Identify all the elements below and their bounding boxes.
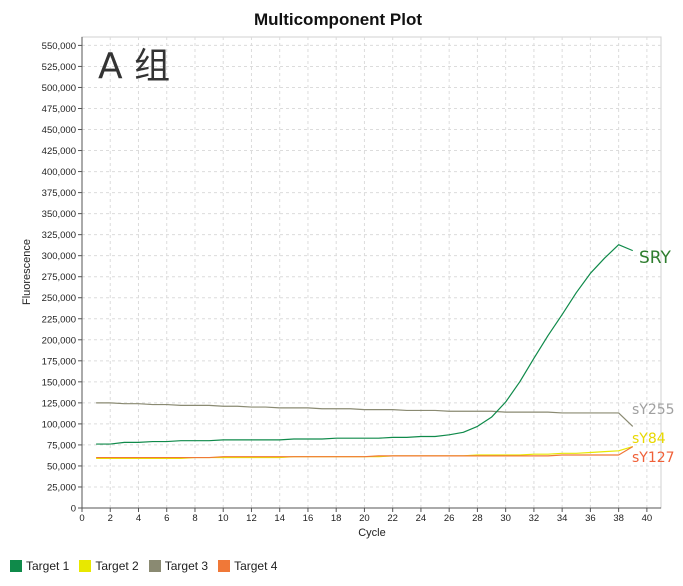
- sy255-label: sY255: [632, 402, 675, 418]
- x-tick-label: 2: [108, 513, 113, 524]
- y-tick-label: 275,000: [42, 272, 76, 283]
- x-tick-label: 36: [585, 513, 596, 524]
- legend: Target 1 Target 2 Target 3 Target 4: [10, 556, 277, 576]
- x-tick-label: 12: [246, 513, 257, 524]
- legend-label: Target 2: [95, 559, 139, 573]
- legend-label: Target 1: [26, 559, 70, 573]
- chart-title: Multicomponent Plot: [254, 10, 422, 29]
- chart-canvas: Multicomponent Plot 0 25,000 50,000 75,000 1…: [21, 10, 675, 539]
- annotations: A 组 SRY sY255 sY84 sY127: [98, 46, 675, 466]
- series-lines: [96, 244, 634, 459]
- y-tick-label: 50,000: [47, 461, 76, 472]
- y-tick-label: 350,000: [42, 209, 76, 220]
- x-tick-label: 10: [218, 513, 229, 524]
- x-axis-title: Cycle: [358, 527, 386, 539]
- legend-swatch: [218, 560, 231, 572]
- x-tick-label: 24: [416, 513, 427, 524]
- legend-item-target-1: Target 1: [10, 559, 69, 573]
- y-tick-label: 325,000: [42, 230, 76, 241]
- y-tick-label: 150,000: [42, 377, 76, 388]
- sry-label: SRY: [639, 248, 672, 268]
- series-line-target-1: [96, 244, 633, 445]
- y-tick-label: 25,000: [47, 482, 76, 493]
- x-tick-label: 4: [136, 513, 141, 524]
- y-tick-label: 500,000: [42, 83, 76, 94]
- x-tick-label: 26: [444, 513, 455, 524]
- x-tick-label: 14: [274, 513, 285, 524]
- plot-area: [81, 36, 662, 509]
- sy84-label: sY84: [632, 431, 666, 447]
- legend-label: Target 3: [164, 559, 209, 573]
- x-tick-label: 38: [613, 513, 624, 524]
- y-tick-label: 100,000: [42, 419, 76, 430]
- x-tick-label: 20: [359, 513, 370, 524]
- x-tick-label: 6: [164, 513, 169, 524]
- x-tick-label: 16: [303, 513, 314, 524]
- y-tick-label: 450,000: [42, 125, 76, 136]
- x-tick-label: 22: [387, 513, 398, 524]
- x-tick-label: 32: [529, 513, 540, 524]
- x-tick-label: 8: [192, 513, 197, 524]
- y-tick-label: 400,000: [42, 167, 76, 178]
- legend-swatch: [10, 560, 22, 572]
- x-tick-label: 30: [500, 513, 511, 524]
- y-tick-label: 525,000: [42, 62, 76, 73]
- y-tick-label: 550,000: [42, 41, 76, 52]
- y-tick-label: 475,000: [42, 104, 76, 115]
- y-axis-title: Fluorescence: [21, 239, 33, 305]
- y-tick-label: 225,000: [42, 314, 76, 325]
- y-tick-label: 175,000: [42, 356, 76, 367]
- y-tick-label: 250,000: [42, 293, 76, 304]
- y-tick-label: 0: [71, 504, 76, 515]
- y-tick-label: 375,000: [42, 188, 76, 199]
- y-tick-label: 200,000: [42, 335, 76, 346]
- sy127-label: sY127: [632, 450, 675, 466]
- axes: 0 25,000 50,000 75,000 100,000 125,000 150,000…: [42, 37, 661, 524]
- legend-item-target-3: Target 3: [148, 559, 209, 573]
- y-tick-label: 300,000: [42, 251, 76, 262]
- legend-swatch: [148, 560, 161, 572]
- y-tick-label: 125,000: [42, 398, 76, 409]
- x-tick-label: 40: [642, 513, 653, 524]
- legend-item-target-4: Target 4: [218, 559, 277, 573]
- x-tick-label: 34: [557, 513, 568, 524]
- series-line-target-3: [96, 402, 634, 427]
- legend-item-target-2: Target 2: [79, 559, 139, 573]
- x-tick-label: 18: [331, 513, 342, 524]
- y-tick-label: 75,000: [47, 440, 76, 451]
- x-tick-label: 0: [79, 513, 84, 524]
- group-label: A 组: [98, 46, 170, 87]
- x-tick-label: 28: [472, 513, 483, 524]
- grid: [81, 36, 662, 509]
- legend-swatch: [79, 560, 92, 572]
- y-tick-label: 425,000: [42, 146, 76, 157]
- legend-label: Target 4: [234, 559, 278, 573]
- series-line-target-4: [96, 446, 634, 459]
